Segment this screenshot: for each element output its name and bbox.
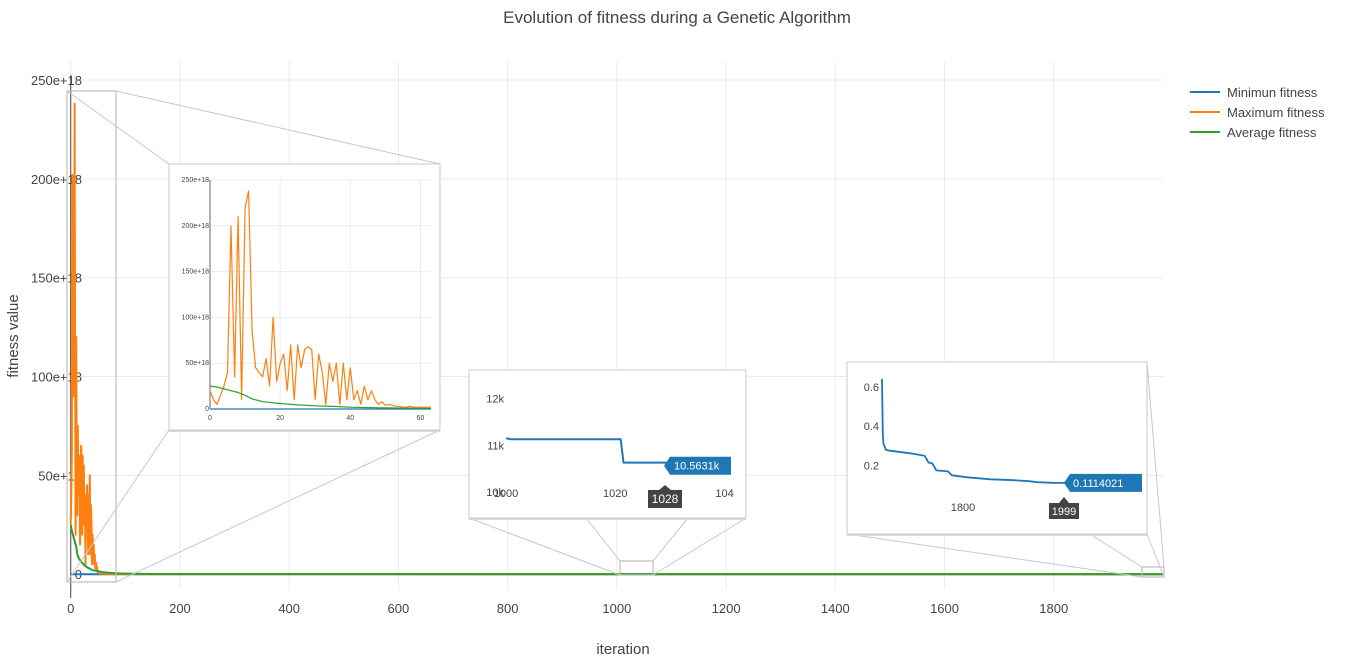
inset-late-iterations: 0.2 0.4 0.6 1800 0.1114021 1999 (846, 361, 1148, 536)
inset-late-value-label: 0.1114021 (1073, 478, 1123, 490)
inset-late-min-line (881, 378, 1068, 484)
legend-label-avg: Average fitness (1227, 125, 1317, 140)
legend-item-max[interactable]: Maximum fitness (1190, 105, 1325, 120)
zoom-connectors (66, 90, 1165, 583)
inset-early-max-line (209, 190, 431, 408)
x-tick-label: 1400 (821, 601, 850, 616)
inset-mid-y-tick: 10k (486, 487, 504, 499)
x-tick-label: 1600 (930, 601, 959, 616)
inset-mid-iterations: 10k 11k 12k 1000 1020 104 10.5631k 1028 (468, 369, 747, 520)
connector-line (115, 429, 441, 583)
y-tick-label: 100e+18 (31, 370, 82, 385)
inset-early-y-tick: 50e+18 (185, 360, 209, 367)
legend-item-min[interactable]: Minimun fitness (1190, 85, 1318, 100)
inset-mid-value-tag (664, 456, 731, 475)
y-axis-title: fitness value (5, 294, 22, 377)
inset-early-x-tick: 0 (208, 415, 212, 422)
inset-early-avg-line (209, 385, 432, 409)
inset-panel (168, 163, 441, 431)
series-avg-line (69, 524, 1164, 576)
connector-line (66, 429, 170, 583)
zoom-region-early[interactable] (66, 90, 117, 583)
x-tick-label: 1000 (602, 601, 631, 616)
x-tick-label: 800 (497, 601, 519, 616)
connector-line (652, 517, 747, 576)
inset-late-x-tag (1049, 497, 1079, 519)
y-tick-label: 150e+18 (31, 271, 82, 286)
inset-mid-value-label: 10.5631k (674, 461, 720, 473)
inset-late-y-tick: 0.4 (864, 421, 879, 433)
connector-line (66, 90, 170, 165)
inset-mid-y-tick: 11k (487, 440, 504, 452)
x-tick-label: 200 (169, 601, 191, 616)
inset-early-x-tick: 40 (346, 415, 354, 422)
connector-line (468, 517, 621, 576)
connector-line (1089, 533, 1143, 568)
connector-line (846, 533, 1143, 578)
legend-item-avg[interactable]: Average fitness (1190, 125, 1317, 140)
connector-line (115, 90, 441, 165)
x-tick-label: 0 (67, 601, 74, 616)
inset-late-x-tick: 1800 (951, 502, 975, 514)
inset-early-y-tick: 250e+18 (182, 177, 210, 184)
inset-panel (846, 361, 1148, 535)
connector-line (652, 517, 689, 562)
x-tick-label: 400 (278, 601, 300, 616)
legend: Minimun fitness Maximum fitness Average … (1190, 85, 1325, 140)
inset-late-value-tag (1064, 473, 1142, 492)
inset-mid-x-label: 1028 (652, 492, 679, 506)
y-tick-label: 200e+18 (31, 172, 82, 187)
inset-late-x-label: 1999 (1052, 506, 1076, 518)
inset-early-iterations: 0 20 40 60 0 50e+18 100e+18 150e+18 200e+18 250e+… (168, 163, 441, 432)
inset-panel (468, 369, 747, 519)
inset-early-x-tick: 60 (417, 415, 425, 422)
main-tick-labels: 0 200 400 600 800 1000 1200 1400 1600 1800050e+18… (31, 73, 1068, 616)
inset-early-y-tick: 0 (205, 406, 209, 413)
inset-mid-x-tick: 1000 (494, 488, 518, 500)
legend-label-min: Minimun fitness (1227, 85, 1318, 100)
x-tick-label: 600 (388, 601, 410, 616)
inset-early-y-tick: 100e+18 (182, 314, 210, 321)
zoom-region-mid[interactable] (619, 560, 654, 576)
connector-line (1146, 361, 1165, 568)
x-axis-title: iteration (596, 641, 649, 658)
inset-late-y-tick: 0.2 (864, 460, 879, 472)
inset-mid-y-tick: 12k (486, 394, 504, 406)
inset-early-x-tick: 20 (276, 415, 284, 422)
inset-early-y-tick: 200e+18 (182, 223, 210, 230)
series-max-line (69, 102, 1163, 576)
inset-early-y-tick: 150e+18 (182, 269, 210, 276)
inset-mid-x-tick: 104 (715, 488, 733, 500)
x-tick-label: 1800 (1039, 601, 1068, 616)
connector-line (585, 517, 621, 562)
inset-mid-x-tag (648, 485, 682, 508)
legend-label-max: Maximum fitness (1227, 105, 1325, 120)
inset-mid-x-tick: 1020 (603, 488, 627, 500)
connector-line (1146, 533, 1165, 578)
inset-late-y-tick: 0.6 (864, 382, 879, 394)
zoom-region-late[interactable] (1141, 566, 1165, 578)
chart-title: Evolution of fitness during a Genetic Al… (503, 8, 851, 27)
y-tick-label: 250e+18 (31, 73, 82, 88)
x-tick-label: 1200 (712, 601, 741, 616)
